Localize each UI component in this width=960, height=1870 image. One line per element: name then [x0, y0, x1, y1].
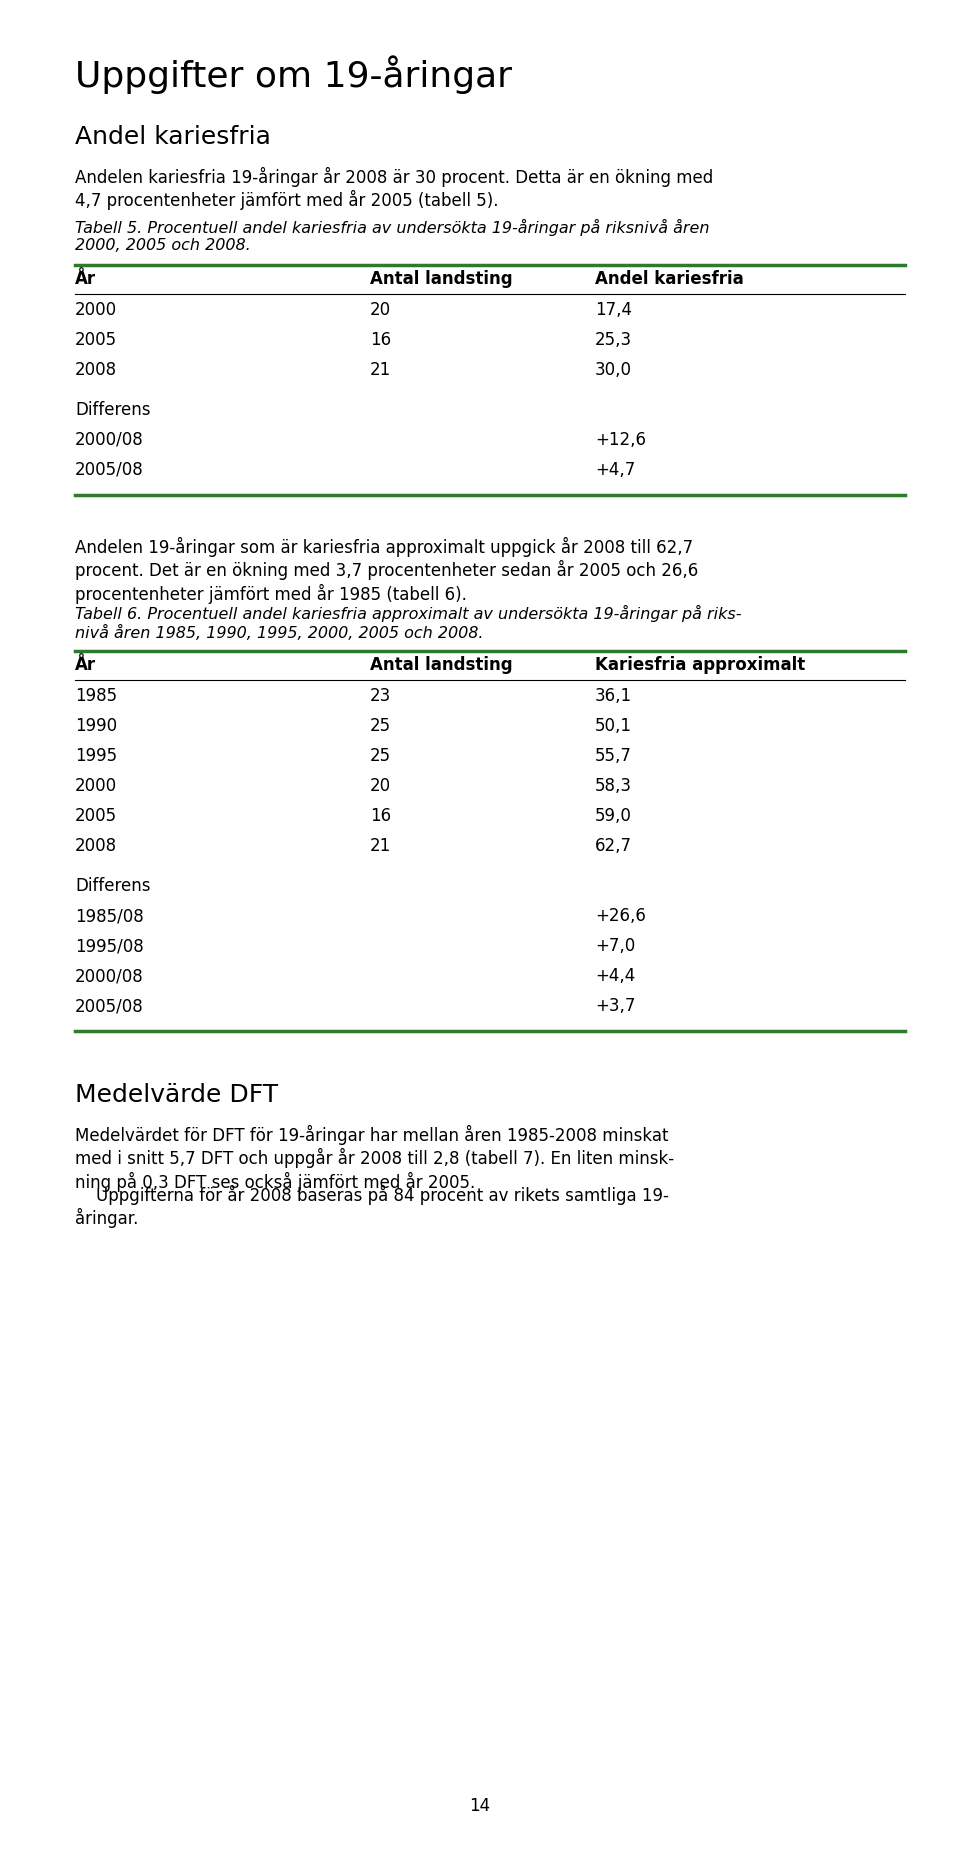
Text: 16: 16 [370, 808, 391, 825]
Text: 25,3: 25,3 [595, 331, 632, 350]
Text: 14: 14 [469, 1797, 491, 1816]
Text: 1995/08: 1995/08 [75, 937, 144, 956]
Text: 2005: 2005 [75, 808, 117, 825]
Text: 36,1: 36,1 [595, 686, 632, 705]
Text: Medelvärdet för DFT för 19-åringar har mellan åren 1985-2008 minskat
med i snitt: Medelvärdet för DFT för 19-åringar har m… [75, 1126, 674, 1191]
Text: Kariesfria approximalt: Kariesfria approximalt [595, 656, 805, 673]
Text: 2008: 2008 [75, 838, 117, 855]
Text: 2000/08: 2000/08 [75, 967, 144, 985]
Text: År: År [75, 269, 96, 288]
Text: 1985/08: 1985/08 [75, 907, 144, 926]
Text: Differens: Differens [75, 400, 151, 419]
Text: 1995: 1995 [75, 746, 117, 765]
Text: 50,1: 50,1 [595, 716, 632, 735]
Text: Uppgifterna för år 2008 baseras på 84 procent av rikets samtliga 19-
åringar.: Uppgifterna för år 2008 baseras på 84 pr… [75, 1186, 669, 1229]
Text: +4,4: +4,4 [595, 967, 636, 985]
Text: 21: 21 [370, 361, 392, 380]
Text: Differens: Differens [75, 877, 151, 896]
Text: Andelen 19-åringar som är kariesfria approximalt uppgick år 2008 till 62,7
proce: Andelen 19-åringar som är kariesfria app… [75, 537, 698, 604]
Text: 25: 25 [370, 746, 391, 765]
Text: 20: 20 [370, 301, 391, 320]
Text: +7,0: +7,0 [595, 937, 636, 956]
Text: +3,7: +3,7 [595, 997, 636, 1015]
Text: 2005/08: 2005/08 [75, 462, 144, 479]
Text: 21: 21 [370, 838, 392, 855]
Text: 25: 25 [370, 716, 391, 735]
Text: 2005/08: 2005/08 [75, 997, 144, 1015]
Text: Antal landsting: Antal landsting [370, 656, 513, 673]
Text: 1990: 1990 [75, 716, 117, 735]
Text: 30,0: 30,0 [595, 361, 632, 380]
Text: Uppgifter om 19-åringar: Uppgifter om 19-åringar [75, 54, 512, 94]
Text: 58,3: 58,3 [595, 778, 632, 795]
Text: 55,7: 55,7 [595, 746, 632, 765]
Text: 16: 16 [370, 331, 391, 350]
Text: 17,4: 17,4 [595, 301, 632, 320]
Text: År: År [75, 656, 96, 673]
Text: Tabell 5. Procentuell andel kariesfria av undersökta 19-åringar på riksnivå åren: Tabell 5. Procentuell andel kariesfria a… [75, 219, 709, 254]
Text: 59,0: 59,0 [595, 808, 632, 825]
Text: +26,6: +26,6 [595, 907, 646, 926]
Text: +12,6: +12,6 [595, 430, 646, 449]
Text: Andel kariesfria: Andel kariesfria [75, 125, 271, 150]
Text: 2000/08: 2000/08 [75, 430, 144, 449]
Text: 1985: 1985 [75, 686, 117, 705]
Text: Andel kariesfria: Andel kariesfria [595, 269, 744, 288]
Text: 62,7: 62,7 [595, 838, 632, 855]
Text: 2000: 2000 [75, 301, 117, 320]
Text: Antal landsting: Antal landsting [370, 269, 513, 288]
Text: 20: 20 [370, 778, 391, 795]
Text: 2008: 2008 [75, 361, 117, 380]
Text: 23: 23 [370, 686, 392, 705]
Text: 2005: 2005 [75, 331, 117, 350]
Text: +4,7: +4,7 [595, 462, 636, 479]
Text: Medelvärde DFT: Medelvärde DFT [75, 1083, 278, 1107]
Text: 2000: 2000 [75, 778, 117, 795]
Text: Andelen kariesfria 19-åringar år 2008 är 30 procent. Detta är en ökning med
4,7 : Andelen kariesfria 19-åringar år 2008 är… [75, 166, 713, 209]
Text: Tabell 6. Procentuell andel kariesfria approximalt av undersökta 19-åringar på r: Tabell 6. Procentuell andel kariesfria a… [75, 606, 741, 641]
